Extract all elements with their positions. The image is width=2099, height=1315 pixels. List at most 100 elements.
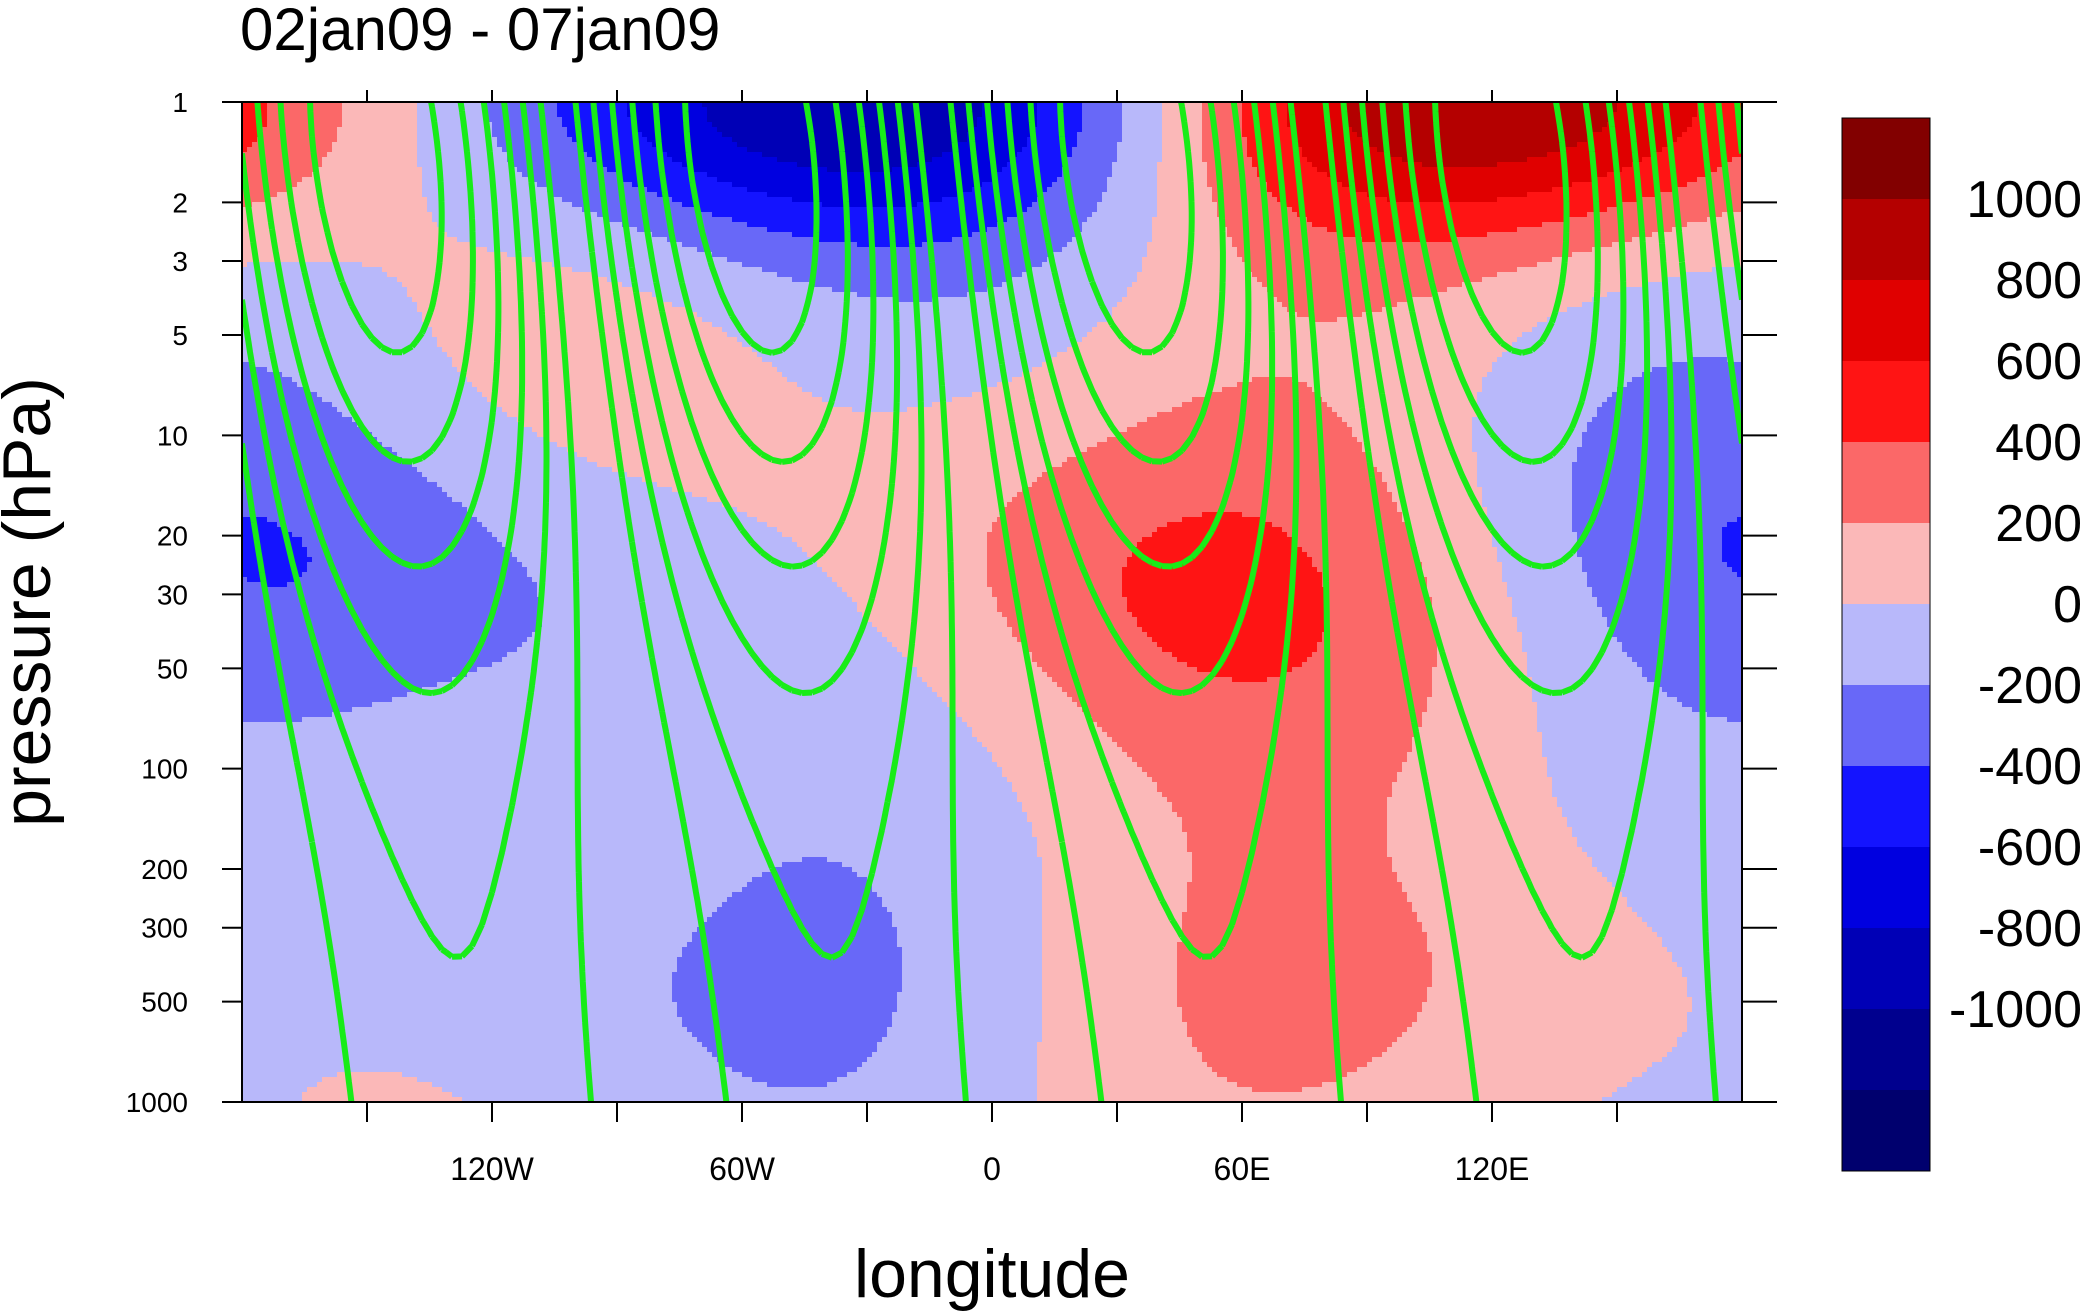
heatmap-cell bbox=[1152, 532, 1288, 538]
heatmap-cell bbox=[1217, 207, 1293, 213]
heatmap-cell bbox=[242, 207, 428, 213]
heatmap-cell bbox=[1322, 397, 1478, 403]
heatmap-cell bbox=[1162, 127, 1203, 133]
heatmap-cell bbox=[972, 727, 1103, 733]
heatmap-cell bbox=[897, 937, 1043, 943]
heatmap-cell bbox=[242, 1002, 678, 1008]
heatmap-cell bbox=[712, 122, 978, 128]
heatmap-cell bbox=[682, 242, 858, 248]
heatmap-cell bbox=[1422, 722, 1538, 728]
heatmap-cell bbox=[1687, 982, 1742, 988]
contour-line-negative bbox=[572, 102, 1719, 1102]
heatmap-cell bbox=[1022, 487, 1388, 493]
heatmap-cell bbox=[242, 137, 258, 143]
heatmap-cell bbox=[1462, 282, 1643, 288]
colorbar-swatch bbox=[1842, 1009, 1930, 1090]
heatmap-cell bbox=[1722, 542, 1742, 548]
heatmap-cell bbox=[622, 222, 748, 228]
heatmap-cell bbox=[242, 942, 688, 948]
heatmap-cell bbox=[1567, 817, 1742, 823]
heatmap-cell bbox=[1387, 837, 1578, 843]
heatmap-cell bbox=[1042, 962, 1178, 968]
heatmap-cell bbox=[1272, 522, 1408, 528]
heatmap-cell bbox=[882, 897, 1043, 903]
heatmap-cell bbox=[242, 627, 538, 633]
heatmap-cell bbox=[1157, 212, 1218, 218]
heatmap-cell bbox=[242, 192, 278, 198]
heatmap-cell bbox=[1622, 647, 1742, 653]
heatmap-cell bbox=[1217, 202, 1283, 208]
heatmap-cell bbox=[537, 582, 838, 588]
heatmap-cell bbox=[1407, 522, 1488, 528]
heatmap-cell bbox=[1722, 532, 1742, 538]
heatmap-cell bbox=[1682, 702, 1742, 708]
heatmap-cell bbox=[477, 517, 758, 523]
heatmap-cell bbox=[302, 542, 503, 548]
heatmap-cell bbox=[402, 457, 588, 463]
heatmap-cell bbox=[1167, 797, 1388, 803]
heatmap-cell bbox=[1122, 137, 1163, 143]
heatmap-cell bbox=[1472, 437, 1583, 443]
y-tick-label: 5 bbox=[172, 320, 188, 351]
heatmap-cell bbox=[1317, 167, 1623, 173]
heatmap-cell bbox=[1477, 477, 1573, 483]
heatmap-cell bbox=[1437, 652, 1528, 658]
heatmap-cell bbox=[242, 467, 418, 473]
heatmap-cell bbox=[1612, 882, 1742, 888]
heatmap-cell bbox=[877, 1047, 1038, 1053]
heatmap-cell bbox=[752, 1077, 838, 1083]
heatmap-cell bbox=[1432, 677, 1533, 683]
heatmap-cell bbox=[797, 542, 988, 548]
heatmap-cell bbox=[242, 182, 298, 188]
heatmap-cell bbox=[1132, 282, 1263, 288]
heatmap-cell bbox=[597, 462, 1063, 468]
heatmap-cell bbox=[1042, 967, 1178, 973]
heatmap-cell bbox=[1372, 1057, 1663, 1063]
heatmap-cell bbox=[1437, 657, 1528, 663]
heatmap-cell bbox=[242, 277, 398, 283]
heatmap-cell bbox=[847, 592, 993, 598]
heatmap-cell bbox=[322, 1077, 418, 1083]
heatmap-cell bbox=[872, 882, 1043, 888]
heatmap-cell bbox=[717, 177, 993, 183]
heatmap-cell bbox=[242, 707, 353, 713]
heatmap-cell bbox=[817, 237, 953, 243]
heatmap-cell bbox=[1052, 677, 1233, 683]
heatmap-cell bbox=[1037, 477, 1383, 483]
heatmap-cell bbox=[262, 132, 338, 138]
heatmap-cell bbox=[242, 587, 538, 593]
heatmap-cell bbox=[1737, 572, 1742, 578]
heatmap-cell bbox=[1242, 112, 1288, 118]
heatmap-cell bbox=[1142, 537, 1293, 543]
heatmap-cell bbox=[1017, 152, 1073, 158]
heatmap-cell bbox=[1272, 192, 1368, 198]
heatmap-cell bbox=[532, 632, 883, 638]
heatmap-cell bbox=[1287, 307, 1383, 313]
heatmap-cell bbox=[1392, 1042, 1678, 1048]
heatmap-cell bbox=[1082, 117, 1123, 123]
heatmap-cell bbox=[1487, 372, 1643, 378]
heatmap-cell bbox=[1517, 622, 1608, 628]
heatmap-cell bbox=[1492, 527, 1573, 533]
heatmap-cell bbox=[1477, 482, 1573, 488]
heatmap-cell bbox=[857, 607, 998, 613]
heatmap-cell bbox=[827, 857, 1043, 863]
heatmap-cell bbox=[242, 167, 318, 173]
heatmap-cell bbox=[1162, 157, 1203, 163]
heatmap-cell bbox=[542, 607, 858, 613]
heatmap-cell bbox=[1157, 162, 1208, 168]
heatmap-cell bbox=[1362, 312, 1558, 318]
heatmap-cell bbox=[1492, 537, 1578, 543]
heatmap-cell bbox=[1047, 187, 1108, 193]
heatmap-cell bbox=[1022, 147, 1073, 153]
y-tick-label: 300 bbox=[141, 913, 188, 944]
heatmap-cell bbox=[1032, 482, 1388, 488]
heatmap-cell bbox=[442, 1087, 1038, 1093]
heatmap-cell bbox=[242, 1077, 323, 1083]
heatmap-cell bbox=[1192, 862, 1393, 868]
heatmap-cell bbox=[1557, 802, 1742, 808]
heatmap-cell bbox=[1447, 287, 1623, 293]
heatmap-cell bbox=[677, 1002, 898, 1008]
heatmap-cell bbox=[1492, 532, 1578, 538]
heatmap-cell bbox=[677, 962, 903, 968]
